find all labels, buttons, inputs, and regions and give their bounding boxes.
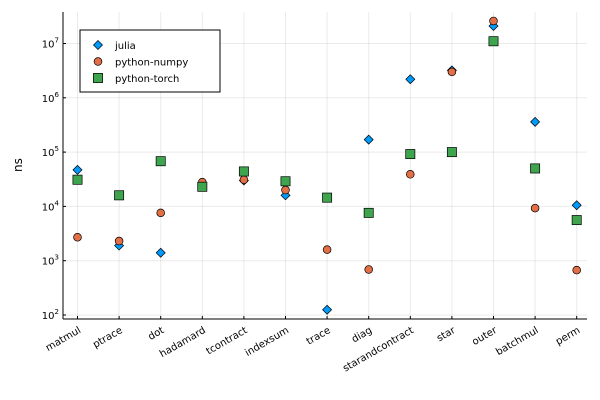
y-tick-label: 106 — [42, 91, 60, 105]
legend-box — [79, 29, 221, 93]
data-point-diamond — [72, 164, 83, 175]
data-point-diamond — [571, 200, 582, 211]
x-tick-label: perm — [554, 325, 582, 348]
legend-marker-diamond — [93, 40, 103, 50]
data-point-square — [363, 207, 374, 218]
x-tick-label: trace — [305, 325, 333, 347]
data-point-diamond — [530, 116, 541, 127]
data-point-circle — [406, 170, 415, 179]
legend-label: julia — [114, 41, 136, 52]
y-tick-label: 104 — [42, 199, 60, 213]
data-point-circle — [572, 265, 581, 275]
x-tick-label: star — [435, 325, 458, 345]
legend-marker-square — [93, 73, 103, 83]
data-point-square — [322, 192, 333, 203]
y-tick-label: 107 — [42, 37, 59, 51]
data-point-diamond — [363, 134, 374, 145]
data-point-square — [197, 181, 208, 192]
x-tick-label: ptrace — [91, 325, 124, 351]
x-tick-label: batchmul — [494, 325, 540, 358]
legend-marker-circle — [93, 57, 103, 66]
data-point-diamond — [322, 304, 333, 315]
data-point-square — [530, 163, 541, 174]
y-tick-label: 105 — [42, 145, 59, 159]
x-tick-label: dot — [147, 325, 167, 343]
y-axis-ticks: 102 103 104 105 106 107 — [42, 37, 66, 322]
data-point-square — [571, 215, 582, 226]
legend: julia python-numpy python-torch — [79, 29, 221, 93]
x-tick-label: matmul — [44, 325, 83, 354]
data-point-circle — [156, 208, 165, 218]
y-tick-label: 103 — [42, 254, 59, 268]
data-point-circle — [364, 265, 373, 274]
x-tick-label: diag — [350, 325, 374, 345]
axes — [62, 12, 587, 320]
y-axis-label: ns — [11, 158, 25, 172]
data-point-circle — [114, 236, 124, 246]
x-axis-ticks: matmul ptrace dothadamardtcontractindexsum… — [44, 316, 582, 374]
x-tick-label: starandcontract — [341, 325, 416, 374]
data-point-circle — [530, 203, 540, 213]
x-tick-label: tcontract — [205, 325, 250, 357]
x-tick-label: indexsum — [243, 325, 291, 359]
data-point-circle — [322, 245, 332, 254]
data-point-diamond — [155, 247, 166, 258]
data-points — [72, 16, 582, 315]
y-tick-label: 102 — [42, 308, 59, 322]
data-point-circle — [281, 185, 290, 195]
data-point-square — [280, 176, 291, 187]
legend-label: python-numpy — [115, 58, 188, 69]
data-point-square — [405, 149, 416, 160]
data-point-circle — [73, 233, 82, 242]
data-point-diamond — [405, 74, 416, 85]
data-point-square — [488, 36, 499, 47]
x-tick-label: outer — [470, 325, 499, 348]
x-tick-label: hadamard — [158, 325, 208, 360]
data-point-square — [446, 147, 457, 158]
data-point-circle — [239, 175, 249, 184]
legend-label: python-torch — [115, 74, 179, 85]
data-point-square — [155, 156, 166, 167]
data-point-circle — [489, 16, 498, 26]
data-point-square — [238, 166, 249, 177]
data-point-square — [114, 190, 125, 201]
data-point-square — [72, 174, 83, 185]
data-point-circle — [447, 67, 457, 77]
